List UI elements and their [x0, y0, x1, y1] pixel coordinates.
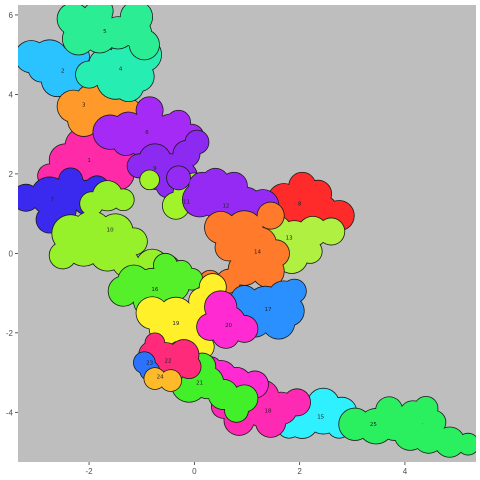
- region-6-lobe: [112, 128, 140, 156]
- region-21-lobe: [224, 398, 249, 422]
- region-label-1: 1: [87, 158, 91, 164]
- region-label-25: 25: [370, 422, 377, 428]
- region-5: [56, 5, 160, 61]
- region-18-lobe: [255, 407, 286, 438]
- region-label-5: 5: [103, 29, 107, 35]
- region-label-8: 8: [298, 202, 302, 208]
- region-18-lobe: [283, 389, 311, 416]
- y-tick-label: -2: [6, 329, 14, 338]
- region-label-11: 11: [183, 200, 190, 206]
- region-5-lobe: [120, 5, 153, 33]
- y-tick-label: 0: [9, 249, 14, 258]
- region-11-lobe: [140, 170, 160, 190]
- region-6-fill: [93, 97, 204, 160]
- region-24-fill: [144, 368, 182, 392]
- region-17-lobe: [262, 307, 295, 339]
- region-14-lobe: [215, 234, 242, 261]
- x-tick-label: 0: [192, 467, 197, 476]
- region-22-lobe: [145, 333, 165, 353]
- y-tick-label: 2: [9, 170, 14, 179]
- region-label-22: 22: [165, 359, 172, 365]
- region-label-17: 17: [265, 307, 272, 313]
- region-13-lobe: [298, 239, 322, 263]
- region-8-fill: [268, 172, 354, 234]
- region-label-19: 19: [172, 321, 179, 327]
- region-6-lobe: [136, 97, 163, 124]
- region-24: [143, 367, 182, 392]
- region-22-lobe: [177, 355, 201, 379]
- region-9-lobe: [185, 130, 209, 154]
- region-24-lobe: [144, 368, 166, 390]
- region-25-lobe: [375, 397, 403, 424]
- region-15-lobe: [307, 388, 340, 421]
- region-12-lobe: [166, 166, 191, 190]
- region-label-15: 15: [317, 414, 324, 420]
- region-20-lobe: [212, 321, 240, 348]
- region-5-fill: [57, 5, 160, 60]
- y-tick-label: -4: [6, 408, 14, 417]
- x-tick-label: 4: [403, 467, 408, 476]
- region-14-lobe: [262, 240, 290, 267]
- region-12-lobe: [220, 172, 247, 199]
- region-16-lobe: [108, 276, 139, 306]
- region-24-lobe: [160, 370, 182, 392]
- region-label-13: 13: [286, 235, 293, 241]
- region-label-10: 10: [107, 228, 114, 234]
- region-17-lobe: [231, 285, 258, 313]
- region-25-fill: [339, 396, 476, 457]
- region-label-3: 3: [82, 102, 86, 108]
- region-17-lobe: [282, 279, 306, 303]
- region-label-24: 24: [157, 375, 164, 381]
- region-16-fill: [108, 253, 203, 317]
- region-label-21: 21: [196, 381, 203, 387]
- region-14-lobe: [257, 202, 284, 229]
- x-axis: -2 0 2 4: [86, 462, 408, 476]
- region-13-lobe: [318, 218, 345, 245]
- region-5-lobe: [62, 22, 95, 55]
- x-tick-label: 2: [297, 467, 302, 476]
- region-label-14: 14: [254, 249, 261, 255]
- region-10-lobe: [112, 189, 134, 211]
- region-5-lobe: [129, 29, 160, 60]
- region-7-lobe: [18, 184, 40, 211]
- region-25: [338, 395, 476, 458]
- region-5-lobe: [86, 5, 113, 25]
- region-7-lobe: [59, 168, 83, 192]
- region-16-lobe: [181, 268, 203, 290]
- region-label-2: 2: [61, 69, 65, 75]
- region-25-lobe: [457, 433, 476, 455]
- region-label-16: 16: [151, 287, 158, 293]
- region-4-lobe: [113, 71, 144, 102]
- region-10-lobe: [80, 192, 104, 216]
- region-25-lobe: [422, 410, 446, 434]
- region-10-lobe: [49, 242, 76, 269]
- y-tick-label: 6: [9, 11, 14, 20]
- region-2-lobe: [28, 55, 55, 82]
- region-10-lobe: [120, 228, 147, 255]
- region-16: [107, 252, 204, 318]
- region-label-20: 20: [225, 323, 232, 329]
- y-axis: -4 -2 0 2 4 6: [6, 11, 18, 417]
- region-label-18: 18: [265, 408, 272, 414]
- region-label-9: 9: [153, 166, 157, 172]
- y-tick-label: 4: [9, 90, 14, 99]
- region-25-lobe: [434, 427, 465, 457]
- region-label-7: 7: [50, 198, 54, 204]
- region-4-lobe: [75, 61, 103, 88]
- region-13-lobe: [298, 216, 328, 247]
- region-8-lobe: [289, 172, 316, 199]
- region-10: [48, 180, 181, 290]
- region-label-12: 12: [222, 204, 229, 210]
- region-16-lobe: [153, 253, 177, 277]
- region-label-4: 4: [119, 67, 123, 73]
- region-label-6: 6: [145, 130, 149, 136]
- regions-layer: [18, 5, 476, 458]
- region-label-23: 23: [146, 361, 153, 367]
- x-tick-label: -2: [86, 467, 94, 476]
